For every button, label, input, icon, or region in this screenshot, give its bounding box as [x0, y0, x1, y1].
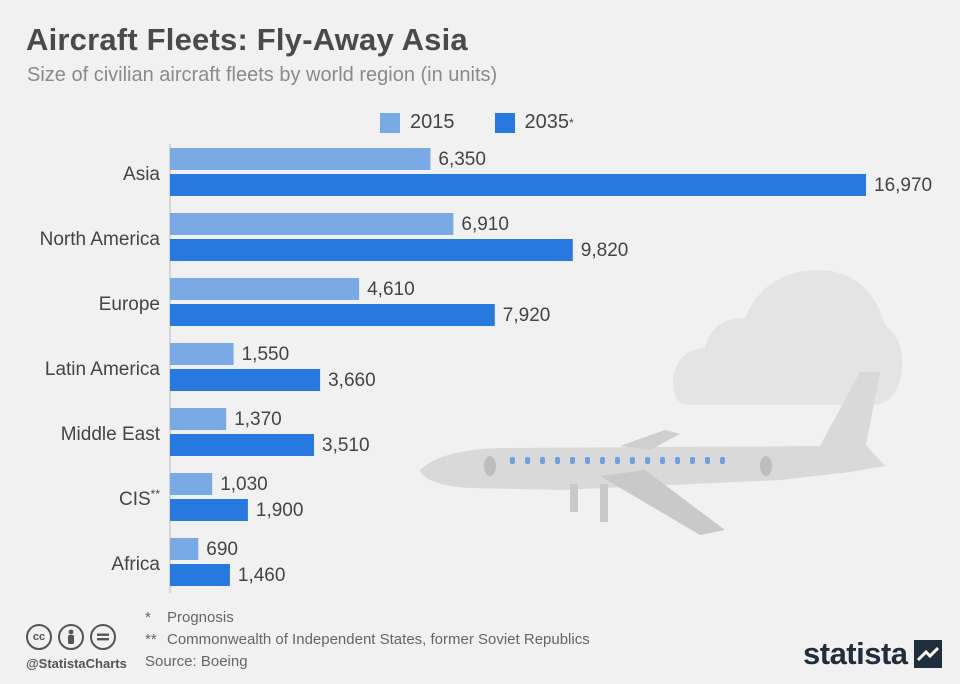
- bar-group-middle-east: Middle East 1,370 3,510: [61, 408, 370, 456]
- cloud-icon: [672, 270, 903, 405]
- legend-item-2035: 2035 *: [494, 111, 574, 134]
- category-label-europe: Europe: [99, 294, 160, 315]
- bar-group-europe: Europe 4,610 7,920: [99, 278, 551, 326]
- legend-label-2035-mark: *: [569, 115, 574, 130]
- bar-africa-2015: [170, 538, 199, 560]
- bar-latin-america-2015: [170, 343, 234, 365]
- airplane-window: [630, 457, 635, 464]
- value-label-cis-2015: 1,030: [220, 474, 268, 495]
- footnotes: * Prognosis ** Commonwealth of Independent…: [145, 607, 590, 673]
- airplane-window: [645, 457, 650, 464]
- value-label-middle-east-2035-: 3,510: [322, 435, 370, 456]
- bar-middle-east-2035-: [170, 434, 314, 456]
- chart-title: Aircraft Fleets: Fly-Away Asia: [26, 22, 468, 57]
- bar-group-latin-america: Latin America 1,550 3,660: [45, 343, 376, 391]
- no-derivatives-icon[interactable]: [90, 624, 116, 650]
- bar-north-america-2035-: [170, 239, 573, 261]
- bar-cis-2015: [170, 473, 213, 495]
- statista-logo-text: statista: [803, 636, 908, 671]
- bar-latin-america-2035-: [170, 369, 321, 391]
- airplane-windows: [510, 457, 725, 464]
- category-label-latin-america: Latin America: [45, 359, 161, 380]
- legend-label-2035: 2035: [524, 111, 570, 133]
- bar-middle-east-2015: [170, 408, 227, 430]
- airplane-window: [705, 457, 710, 464]
- value-label-europe-2035-: 7,920: [503, 305, 551, 326]
- airplane-illustration: [420, 270, 903, 535]
- value-label-africa-2035-: 1,460: [238, 565, 286, 586]
- footnote-cis: ** Commonwealth of Independent States, fo…: [145, 631, 590, 648]
- legend-item-2015: 2015: [380, 111, 455, 134]
- bar-cis-2035-: [170, 499, 248, 521]
- category-label-cis: CIS**: [119, 487, 160, 510]
- chart-subtitle: Size of civilian aircraft fleets by worl…: [27, 64, 498, 86]
- bar-europe-2015: [170, 278, 360, 300]
- value-label-cis-2035-: 1,900: [256, 500, 304, 521]
- statista-logo[interactable]: statista: [803, 636, 942, 672]
- footnote-prognosis: * Prognosis: [145, 609, 234, 626]
- airplane-window: [540, 457, 545, 464]
- value-label-africa-2015: 690: [206, 539, 238, 560]
- airplane-window: [660, 457, 665, 464]
- airplane-window: [555, 457, 560, 464]
- cc-icon[interactable]: cc: [26, 624, 52, 650]
- airplane-window: [600, 457, 605, 464]
- statista-logo-icon: [913, 640, 942, 668]
- bars-group: Asia 6,350 16,970 North America 6,910 9,820 Eu…: [40, 148, 932, 586]
- airplane-window: [690, 457, 695, 464]
- legend: 2015 2035 *: [380, 111, 614, 134]
- category-label-north-america: North America: [40, 229, 161, 250]
- category-label-africa: Africa: [111, 554, 160, 575]
- value-label-europe-2015: 4,610: [367, 279, 415, 300]
- value-label-asia-2015: 6,350: [438, 149, 486, 170]
- bar-africa-2035-: [170, 564, 230, 586]
- legend-label-2015: 2015: [410, 111, 455, 133]
- category-label-middle-east: Middle East: [61, 424, 161, 445]
- airplane-window: [570, 457, 575, 464]
- airplane-window: [585, 457, 590, 464]
- bar-group-cis: CIS** 1,030 1,900: [119, 473, 303, 521]
- airplane-window: [720, 457, 725, 464]
- airplane-window: [675, 457, 680, 464]
- bar-group-north-america: North America 6,910 9,820: [40, 213, 629, 261]
- attribution-icon[interactable]: [58, 624, 84, 650]
- value-label-middle-east-2015: 1,370: [234, 409, 282, 430]
- airplane-window: [525, 457, 530, 464]
- bar-north-america-2015: [170, 213, 454, 235]
- value-label-latin-america-2015: 1,550: [242, 344, 290, 365]
- source-note: Source: Boeing: [145, 653, 248, 670]
- value-label-north-america-2015: 6,910: [461, 214, 509, 235]
- bar-asia-2015: [170, 148, 431, 170]
- bar-asia-2035-: [170, 174, 866, 196]
- statista-handle[interactable]: @StatistaCharts: [26, 656, 127, 671]
- value-label-north-america-2035-: 9,820: [581, 240, 629, 261]
- legend-swatch-2015: [380, 112, 400, 133]
- value-label-asia-2035-: 16,970: [874, 175, 932, 196]
- license-icons: cc: [26, 624, 116, 650]
- airplane-window: [510, 457, 515, 464]
- legend-swatch-2035: [494, 112, 515, 133]
- category-label-asia: Asia: [123, 164, 160, 185]
- bar-europe-2035-: [170, 304, 495, 326]
- bar-group-asia: Asia 6,350 16,970: [123, 148, 932, 196]
- value-label-latin-america-2035-: 3,660: [328, 370, 376, 391]
- airplane-window: [615, 457, 620, 464]
